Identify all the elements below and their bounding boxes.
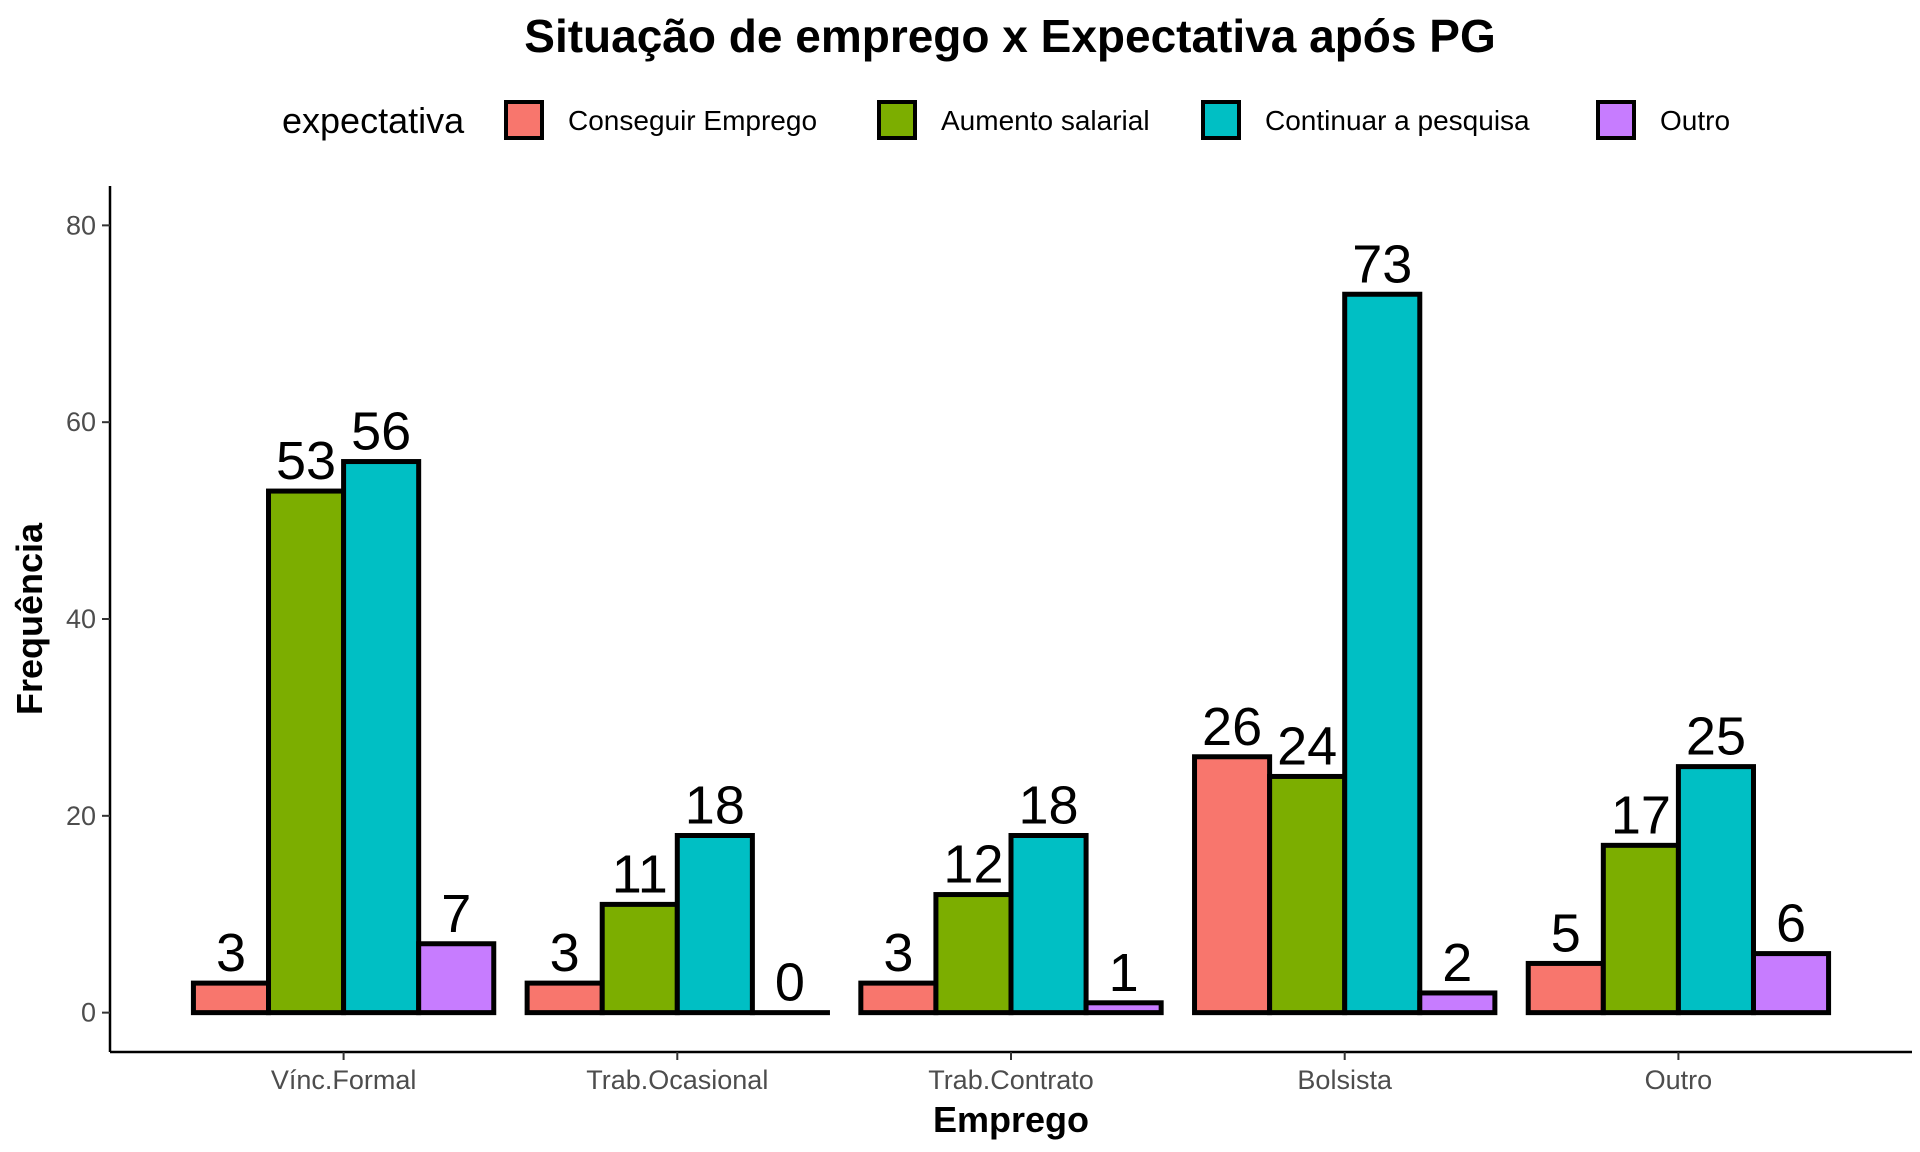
legend-label: Outro [1660,105,1730,136]
bar [1675,764,1756,1016]
bar [858,980,939,1016]
data-label: 3 [216,923,246,983]
y-tick-label: 60 [66,407,96,437]
bar [266,488,347,1016]
data-label: 25 [1686,707,1746,767]
data-label: 73 [1352,234,1412,294]
data-label: 7 [441,884,471,944]
data-label: 56 [351,402,411,462]
x-axis-title: Emprego [933,1099,1089,1140]
bar [1267,773,1348,1016]
legend-title: expectativa [282,100,465,141]
data-label: 26 [1202,697,1262,757]
legend-key [1201,100,1241,140]
bar [933,892,1014,1016]
y-tick-label: 20 [66,801,96,831]
y-axis-ticks: 0 20 40 60 80 [66,210,110,1028]
legend-label: Continuar a pesquisa [1265,105,1530,136]
bar [341,459,422,1016]
y-axis-title: Frequência [9,522,50,715]
bars [190,291,1832,1016]
bar [1417,990,1498,1016]
data-label: 17 [1611,785,1671,845]
legend: expectativa Conseguir Emprego Aumento sal… [282,100,1730,141]
x-tick-label: Trab.Contrato [928,1065,1094,1095]
x-axis-ticks: Vínc.Formal Trab.Ocasional Trab.Contrato Bo… [271,1052,1712,1095]
bar [599,901,680,1016]
legend-label: Aumento salarial [941,105,1150,136]
data-label: 12 [943,835,1003,895]
bar [190,980,272,1016]
x-tick-label: Vínc.Formal [271,1065,417,1095]
bar [674,833,755,1016]
data-label: 2 [1442,933,1472,993]
bar [1525,960,1606,1016]
data-label: 11 [612,844,668,904]
data-label: 24 [1277,716,1337,776]
data-label: 18 [1019,776,1079,836]
legend-key [877,100,917,140]
bar [524,980,605,1016]
x-tick-label: Bolsista [1297,1065,1393,1095]
x-tick-label: Outro [1645,1065,1713,1095]
data-label: 5 [1551,903,1581,963]
bar [416,941,497,1016]
bar [1192,754,1273,1016]
data-label: 3 [883,923,913,983]
y-tick-label: 0 [81,998,96,1028]
bar [1008,833,1089,1016]
legend-key [504,100,544,140]
y-tick-label: 40 [66,604,96,634]
data-label: 6 [1776,894,1806,954]
legend-items: Conseguir Emprego Aumento salarial Continu… [504,100,1730,140]
data-label: 18 [685,776,745,836]
bar [1600,842,1681,1016]
data-label: 0 [775,953,805,1013]
data-label: 1 [1109,943,1139,1003]
bar [1750,951,1832,1016]
x-tick-label: Trab.Ocasional [586,1065,768,1095]
bar [1083,1000,1164,1016]
y-tick-label: 80 [66,210,96,240]
bar [1342,291,1423,1016]
data-label: 53 [276,431,336,491]
legend-label: Conseguir Emprego [568,105,817,136]
legend-key [1596,100,1636,140]
chart-title: Situação de emprego x Expectativa após P… [524,10,1495,62]
data-label: 3 [550,923,580,983]
